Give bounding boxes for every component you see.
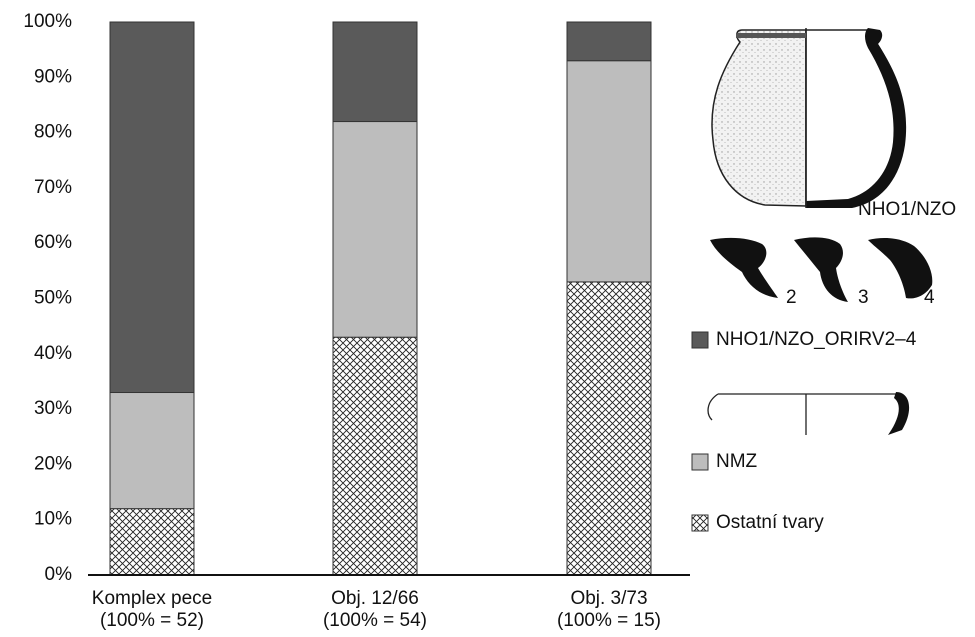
bar-segment [109,508,195,576]
y-tick-label: 90% [34,66,72,87]
annotation: 2 [786,287,797,308]
bar-segment [332,336,418,576]
x-tick-label: Obj. 3/73 [570,588,647,609]
y-tick-label: 50% [34,288,72,309]
bar-segment [332,21,418,123]
bar-segment [109,21,195,394]
y-tick-label: 40% [34,343,72,364]
x-tick-label: (100% = 15) [557,610,661,631]
legend-swatch [691,514,709,532]
bar-segment [566,281,652,576]
y-tick-label: 60% [34,232,72,253]
vessel-drawing [711,28,907,208]
legend-label: NHO1/NZO_ORIRV2–4 [716,329,917,350]
x-tick-label: Obj. 12/66 [331,588,419,609]
rim-sherds [710,237,933,302]
x-tick-label: (100% = 52) [100,610,204,631]
y-tick-label: 30% [34,398,72,419]
x-tick-label: (100% = 54) [323,610,427,631]
legend-label: NMZ [716,451,758,472]
y-tick-label: 70% [34,177,72,198]
y-tick-label: 80% [34,122,72,143]
legend-label: Ostatní tvary [716,512,824,533]
bar-segment [566,60,652,283]
legend-swatch [691,331,709,349]
annotation: NHO1/NZO [858,199,956,220]
annotation: 3 [858,287,869,308]
y-tick-label: 0% [45,564,73,585]
annotation: 4 [924,287,935,308]
y-tick-label: 100% [23,11,72,32]
y-tick-label: 10% [34,509,72,530]
bar-segment [332,121,418,338]
bar-segment [566,21,652,62]
bar-segment [109,392,195,510]
bowl-profile [707,392,910,435]
y-tick-label: 20% [34,453,72,474]
x-tick-label: Komplex pece [92,588,212,609]
legend-swatch [691,453,709,471]
